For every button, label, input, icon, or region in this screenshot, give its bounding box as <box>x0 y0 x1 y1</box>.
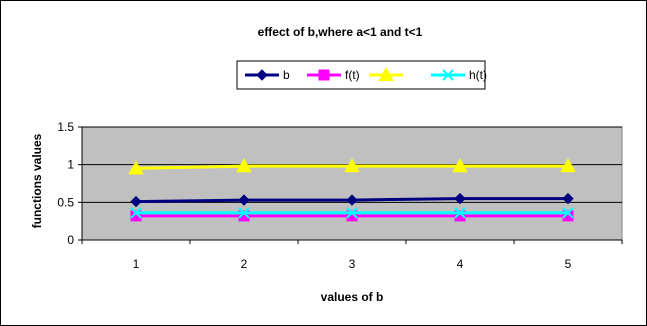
x-tick-label: 1 <box>133 257 140 271</box>
data-point-s0-4 <box>562 192 574 205</box>
data-point-s1-0 <box>130 210 142 222</box>
data-point-s1-4 <box>562 210 574 222</box>
legend-marker-3 <box>442 69 454 81</box>
y-tick-label: 1 <box>67 158 74 172</box>
legend-label: h(t) <box>469 68 487 82</box>
data-point-s2-0 <box>128 160 144 175</box>
data-point-s3-1 <box>238 207 250 219</box>
legend-marker-0 <box>256 69 268 81</box>
data-point-s0-1 <box>238 194 250 206</box>
axes <box>81 127 622 241</box>
y-tick-label: 0 <box>67 233 74 247</box>
plot-area <box>81 126 623 241</box>
data-point-s0-3 <box>454 192 466 205</box>
y-axis-ticks: 0 0.5 1 1.5 <box>57 120 82 247</box>
data-point-s3-4 <box>562 207 574 219</box>
x-tick-label: 2 <box>241 257 248 271</box>
x-tick-label: 3 <box>349 257 356 271</box>
data-point-s2-3 <box>452 158 468 173</box>
data-point-s1-1 <box>238 210 250 222</box>
legend-marker-1 <box>318 69 330 81</box>
data-point-s2-2 <box>344 158 360 173</box>
chart-title: effect of b,where a<1 and t<1 <box>258 25 423 39</box>
data-point-s3-3 <box>454 207 466 219</box>
y-axis-label: functions values <box>30 133 44 228</box>
legend-label: f(t) <box>345 68 360 82</box>
legend-marker-2 <box>378 66 394 82</box>
data-point-s2-1 <box>236 158 252 173</box>
data-point-s0-2 <box>346 194 358 206</box>
legend: b f(t) h(t) <box>236 60 487 90</box>
data-point-s1-3 <box>454 210 466 222</box>
x-axis-label: values of b <box>321 290 384 304</box>
data-point-s2-4 <box>560 158 576 173</box>
data-point-s3-0 <box>130 207 142 219</box>
y-tick-label: 1.5 <box>57 120 74 134</box>
series-group <box>128 158 576 222</box>
x-axis-ticks: 1 2 3 4 5 <box>81 240 623 271</box>
data-point-s3-2 <box>346 207 358 219</box>
legend-label: b <box>283 68 290 82</box>
data-point-s0-0 <box>130 195 142 208</box>
y-tick-label: 0.5 <box>57 195 74 209</box>
x-tick-label: 5 <box>565 257 572 271</box>
x-tick-label: 4 <box>457 257 464 271</box>
data-point-s1-2 <box>346 210 358 222</box>
